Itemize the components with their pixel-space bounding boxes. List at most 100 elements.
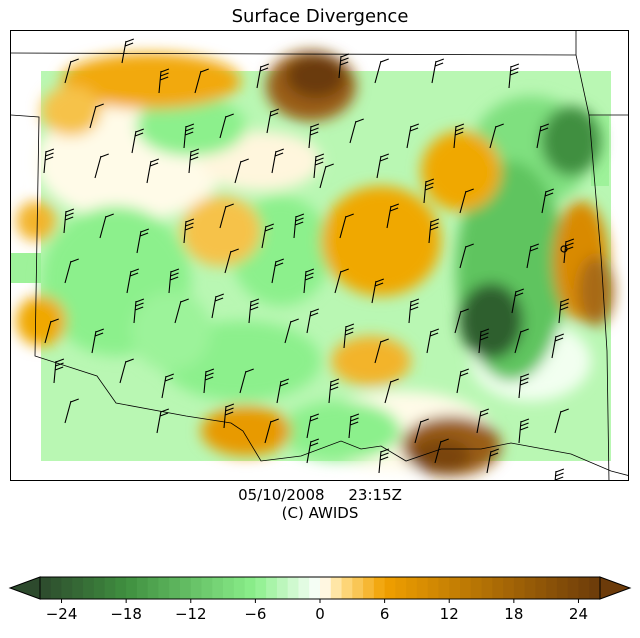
wind-barb [126,268,140,294]
colorbar-tick-label: 24 [569,605,588,623]
wind-barb [371,278,385,304]
wind-barb [374,338,389,364]
divergence-field [11,31,628,480]
wind-barb [133,298,145,324]
colorbar-segment [556,577,569,599]
colorbar-segment [352,577,364,599]
wind-barb [131,128,145,154]
wind-barb [378,448,390,474]
colorbar-segment [244,577,256,599]
colorbar: −24 −18 −12 −6 0 6 12 18 24 [0,570,640,634]
colorbar-segment [190,577,202,599]
wind-barb [328,378,340,404]
wind-barb [406,123,420,149]
colorbar-segment [169,577,181,599]
colorbar-segment [330,577,342,599]
colorbar-segment [255,577,267,599]
colorbar-segment [180,577,192,599]
wind-barb [306,308,320,334]
wind-barb [158,68,170,94]
wind-barb [536,123,550,149]
wind-barb [478,328,490,354]
wind-barbs [43,38,575,480]
colorbar-segment [233,577,246,599]
colorbar-segment [460,577,472,599]
colorbar-segment [276,577,289,599]
wind-barb [264,418,279,444]
wind-barb [348,413,360,439]
wind-barb [194,68,209,94]
wind-barb [183,123,195,149]
colorbar-tick-label: −12 [175,605,207,623]
wind-barb [518,373,530,399]
wind-barb [518,418,530,444]
wind-barb [308,123,320,149]
wind-barb [183,218,195,244]
colorbar-segment [406,577,418,599]
wind-barb [306,413,320,439]
colorbar-segment [223,577,235,599]
colorbar-segment [40,577,52,599]
colorbar-tick-label: 18 [504,605,523,623]
wind-barb [64,398,79,424]
colorbar-segment [438,577,450,599]
colorbar-tick-label: −18 [110,605,142,623]
wind-barb [168,268,180,294]
wind-barb [376,153,390,179]
colorbar-segment [481,577,493,599]
colorbar-segment [513,577,526,599]
wind-barb [459,188,474,214]
colorbar-segment [158,577,170,599]
colorbar-segment [212,577,224,599]
wind-barb [248,298,260,324]
wind-barb [219,113,234,139]
wind-barb [256,63,270,89]
wind-barb [266,108,280,134]
wind-barb [508,63,520,89]
divergence-map [10,30,629,481]
colorbar-segment [503,577,515,599]
wind-barb [306,438,320,464]
colorbar-segment [50,577,62,599]
wind-barb [454,308,469,334]
colorbar-segment [104,577,116,599]
wind-barb [94,153,109,179]
wind-barb [511,288,525,314]
wind-barb [554,468,565,480]
map-title: Surface Divergence [231,6,409,27]
valid-date: 05/10/2008 [238,486,325,504]
wind-barb [224,248,239,274]
credit-text: (C) AWIDS [281,504,359,522]
wind-barb [423,178,435,204]
colorbar-segment [535,577,547,599]
wind-barb [64,258,79,284]
wind-barb [293,213,305,239]
wind-barb [414,418,429,444]
wind-barb [349,118,364,144]
wind-barb [234,158,249,184]
wind-barb [339,213,354,239]
colorbar-segment [266,577,278,599]
wind-barb [99,213,114,239]
wind-barb [343,323,355,349]
wind-barb [276,378,290,404]
colorbar-segment [395,577,407,599]
colorbar-tick-label: 0 [315,605,325,623]
wind-barb [43,148,55,174]
valid-time: 05/10/2008 23:15Z [0,487,640,504]
wind-barb [239,368,254,394]
wind-barb [121,38,135,64]
colorbar-segment [492,577,504,599]
wind-barb [271,148,285,174]
wind-barb [203,368,215,394]
colorbar-segment [373,577,386,599]
colorbar-extend-max [599,576,632,600]
colorbar-graphic: −24 −18 −12 −6 0 6 12 18 24 [8,576,632,623]
colorbar-tick-label: 12 [440,605,459,623]
wind-barb [554,408,569,434]
wind-barb [188,148,200,174]
calm-wind-circle [560,245,568,253]
wind-barb [334,268,349,294]
colorbar-segment [449,577,461,599]
wind-barb [261,223,275,249]
